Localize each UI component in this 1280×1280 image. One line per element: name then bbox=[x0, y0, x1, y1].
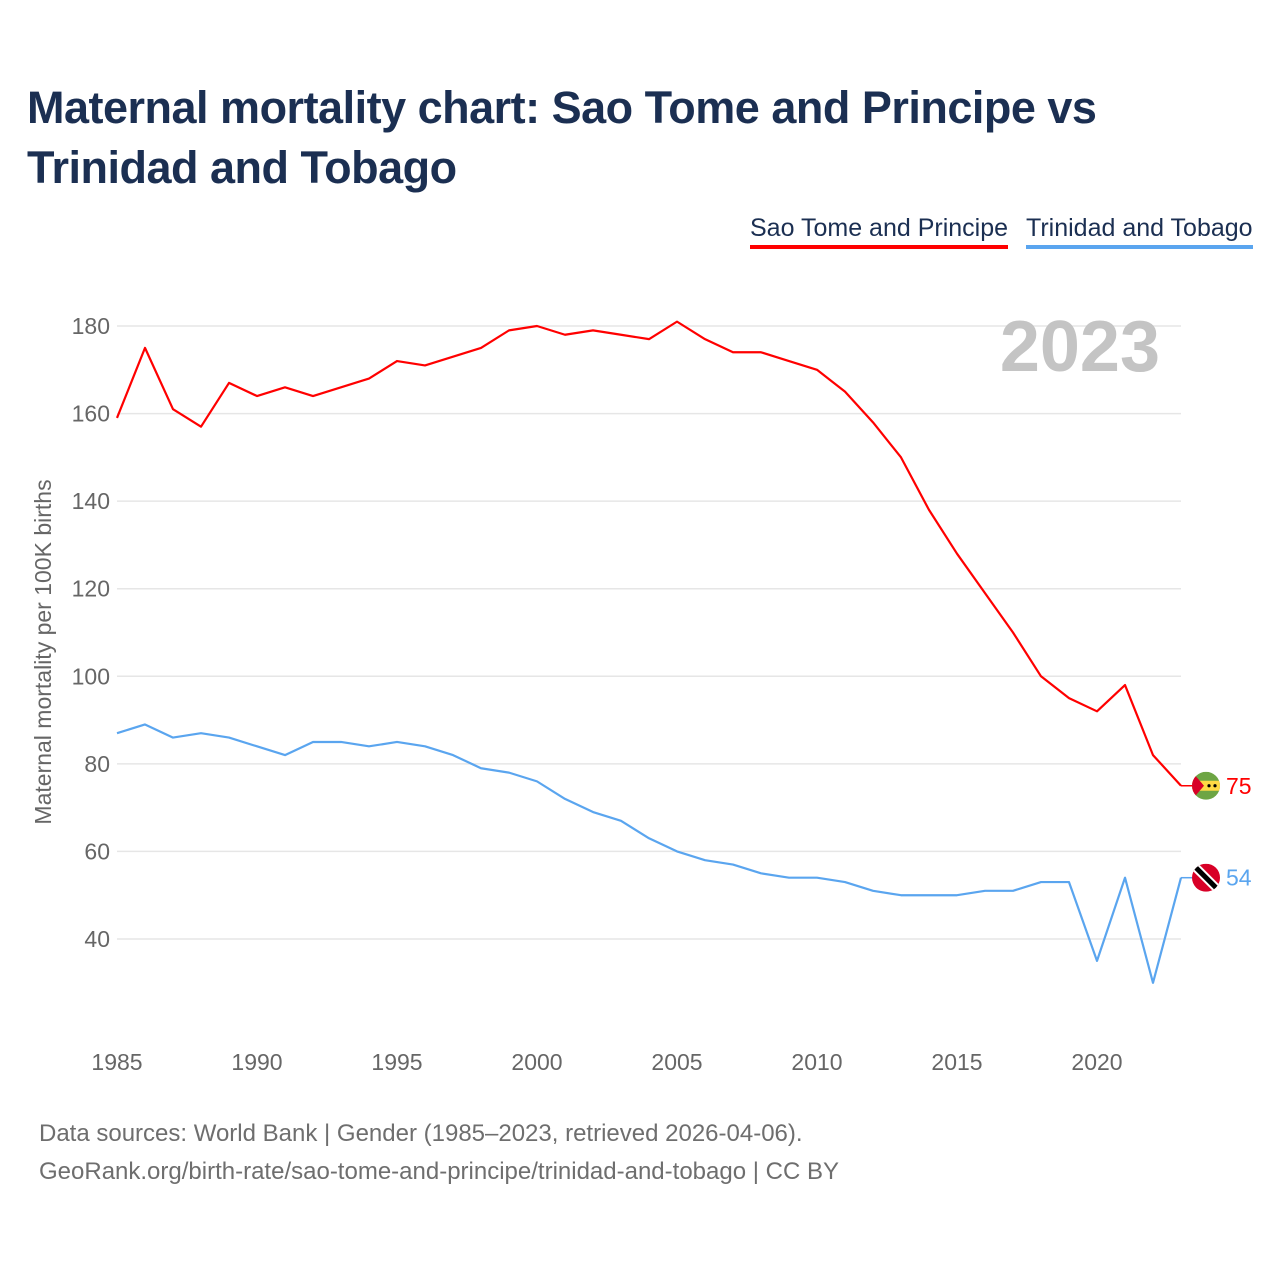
chart-title: Maternal mortality chart: Sao Tome and P… bbox=[27, 82, 1097, 193]
legend-item-sao-tome[interactable]: Sao Tome and Principe bbox=[750, 214, 1009, 249]
legend-item-trinidad[interactable]: Trinidad and Tobago bbox=[1026, 214, 1253, 249]
x-tick-label: 2000 bbox=[511, 1049, 562, 1075]
trinidad-flag-icon bbox=[1192, 863, 1220, 892]
y-tick-label: 120 bbox=[72, 576, 110, 602]
end-value-label: 54 bbox=[1226, 865, 1252, 891]
y-tick-label: 180 bbox=[72, 313, 110, 339]
x-tick-label: 2015 bbox=[931, 1049, 982, 1075]
x-tick-label: 2005 bbox=[651, 1049, 702, 1075]
y-axis-label: Maternal mortality per 100K births bbox=[30, 479, 56, 824]
x-tick-label: 1990 bbox=[231, 1049, 282, 1075]
series-line-1 bbox=[116, 723, 1183, 984]
year-watermark: 2023 bbox=[1000, 307, 1160, 387]
x-tick-label: 1985 bbox=[91, 1049, 142, 1075]
y-tick-label: 40 bbox=[84, 926, 110, 952]
y-tick-label: 80 bbox=[84, 751, 110, 777]
y-tick-label: 100 bbox=[72, 663, 110, 689]
y-tick-label: 140 bbox=[72, 488, 110, 514]
credit-link[interactable]: GeoRank.org/birth-rate/sao-tome-and-prin… bbox=[39, 1158, 839, 1185]
x-tick-label: 2020 bbox=[1071, 1049, 1122, 1075]
x-tick-label: 1995 bbox=[371, 1049, 422, 1075]
y-tick-label: 160 bbox=[72, 401, 110, 427]
data-sources: Data sources: World Bank | Gender (1985–… bbox=[39, 1120, 803, 1147]
x-tick-label: 2010 bbox=[791, 1049, 842, 1075]
y-tick-label: 60 bbox=[84, 838, 110, 864]
sao-tome-flag-icon bbox=[1192, 771, 1220, 800]
series-line-0 bbox=[115, 320, 1182, 787]
end-value-label: 75 bbox=[1226, 773, 1252, 799]
